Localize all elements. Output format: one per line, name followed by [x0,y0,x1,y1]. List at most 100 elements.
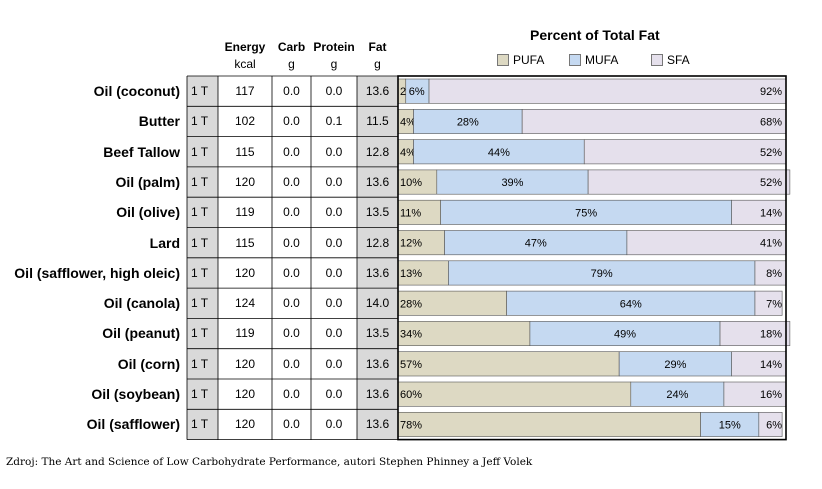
cell-fat: 13.6 [365,417,390,432]
bar-mufa [506,290,756,316]
header-protein-unit: g [330,57,338,71]
cell-fat: 13.6 [365,84,390,98]
cell-fat: 14.0 [365,296,390,311]
cell-fat: 13.5 [365,326,390,341]
legend-sfa-label: SFA [667,53,690,67]
data-label-sfa: 16% [760,389,782,401]
data-label-pufa: 12% [400,238,422,250]
cell-protein: 0.0 [325,326,343,341]
food-name: Oil (peanut) [102,325,180,342]
legend-pufa-swatch [497,54,509,66]
food-name: Oil (soybean) [91,386,180,402]
cell-serving: 1 T [191,235,209,250]
bar-mufa [436,169,589,195]
food-name: Oil (safflower) [86,416,180,433]
cell-carb: 0.0 [283,114,300,129]
cell-serving: 1 T [191,144,209,159]
cell-serving: 1 T [191,326,209,341]
cell-fat: 12.8 [365,235,390,250]
food-name: Oil (canola) [103,295,180,312]
header-carb: Carb g [272,39,311,73]
data-label-mufa: 28% [457,116,479,128]
cell-serving: 1 T [191,265,209,280]
cell-fat: 13.6 [365,387,390,401]
bar-sfa [731,199,787,225]
cell-protein: 0.0 [325,174,343,189]
cell-carb: 0.0 [283,235,300,250]
legend-mufa: MUFA [569,53,618,67]
cell-fat: 13.6 [365,265,390,280]
data-label-sfa: 68% [760,116,782,128]
legend-sfa-swatch [651,54,663,66]
data-label-sfa: 52% [760,177,782,189]
food-name: Beef Tallow [103,143,180,160]
legend-mufa-swatch [569,54,581,66]
food-name: Oil (coconut) [93,83,180,99]
bar-mufa [630,381,725,407]
bar-mufa [413,139,585,165]
bar-sfa [719,321,791,346]
cell-energy: 120 [234,174,256,189]
legend-sfa: SFA [651,53,690,67]
cell-protein: 0.0 [325,84,343,98]
legend-pufa-label: PUFA [513,53,545,67]
data-label-pufa: 4% [400,116,416,128]
cell-serving: 1 T [191,296,209,311]
cell-serving: 1 T [191,356,209,371]
legend-pufa: PUFA [497,53,544,67]
bar-mufa [529,321,721,346]
cell-protein: 0.0 [325,235,343,250]
cell-carb: 0.0 [283,265,300,280]
bar-mufa [440,199,732,225]
cell-energy: 115 [235,144,255,159]
bar-pufa [397,351,620,377]
bar-mufa [444,230,628,256]
data-label-sfa: 92% [760,86,782,98]
header-carb-label: Carb [277,40,306,54]
bar-sfa [754,260,787,286]
bar-sfa [758,411,783,437]
bar-sfa [428,78,787,104]
cell-protein: 0.0 [325,144,343,159]
data-label-mufa: 75% [575,207,597,219]
bar-pufa [397,411,701,437]
header-protein: Protein g [311,39,357,73]
food-name: Oil (corn) [117,355,180,372]
data-label-pufa: 60% [400,389,422,401]
bar-sfa [587,169,791,195]
cell-serving: 1 T [191,387,209,401]
cell-carb: 0.0 [283,144,300,159]
bar-sfa [626,230,787,256]
cell-serving: 1 T [191,84,209,98]
cell-energy: 120 [234,417,256,432]
chart-frame [397,75,787,441]
header-energy-label: Energy [224,40,266,54]
data-label-mufa: 64% [620,298,642,310]
bar-pufa [397,260,449,286]
data-label-mufa: 39% [501,177,523,189]
cell-carb: 0.0 [283,174,300,189]
data-label-sfa: 14% [760,207,782,219]
bar-mufa [700,411,760,437]
cell-energy: 120 [234,356,256,371]
header-energy-unit: kcal [234,57,256,71]
cell-protein: 0.0 [325,205,343,220]
cell-fat: 13.6 [365,356,390,371]
data-label-sfa: 7% [766,298,782,310]
data-label-mufa: 24% [666,389,688,401]
data-label-mufa: 79% [591,268,613,280]
cell-energy: 120 [234,265,256,280]
cell-carb: 0.0 [283,326,300,341]
data-label-sfa: 18% [760,329,782,341]
bar-sfa [754,290,783,316]
data-label-mufa: 49% [614,329,636,341]
cell-carb: 0.0 [283,387,300,401]
bar-pufa [397,381,632,407]
cell-serving: 1 T [191,417,209,432]
cell-carb: 0.0 [283,205,300,220]
bar-sfa [731,351,787,377]
food-name: Oil (safflower, high oleic) [14,264,180,281]
cell-energy: 120 [234,387,256,401]
cell-carb: 0.0 [283,417,300,432]
